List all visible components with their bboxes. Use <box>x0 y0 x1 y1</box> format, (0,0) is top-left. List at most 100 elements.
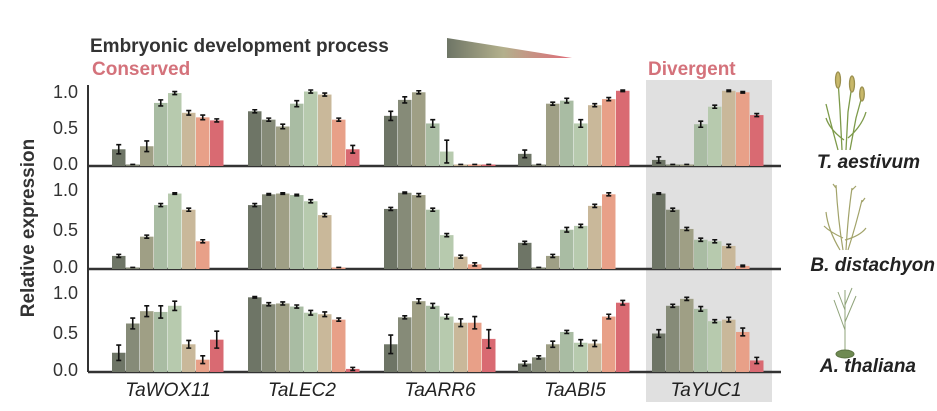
bar <box>426 209 440 269</box>
bar <box>318 94 332 166</box>
bar <box>518 242 532 269</box>
error-bar <box>350 144 356 154</box>
error-bar <box>656 191 662 196</box>
error-bar <box>280 301 286 306</box>
bar <box>482 338 496 372</box>
bar <box>412 195 426 269</box>
y-tick-label: 0.0 <box>53 154 78 174</box>
bar <box>290 306 304 372</box>
error-bar <box>592 102 598 108</box>
error-bar <box>402 314 408 320</box>
divergent-label: Divergent <box>648 59 736 80</box>
bar <box>518 363 532 372</box>
bar <box>398 99 412 166</box>
error-bar <box>592 339 598 348</box>
bar <box>694 239 708 269</box>
bar <box>196 359 210 372</box>
error-bar <box>186 339 192 349</box>
bar <box>750 360 764 372</box>
y-tick-label: 1.0 <box>53 180 78 200</box>
bar <box>210 120 224 166</box>
error-bar <box>578 338 584 347</box>
brachypodium-plant-icon <box>823 183 867 251</box>
error-bar <box>522 360 528 367</box>
error-bar <box>322 311 328 318</box>
error-bar <box>336 117 342 122</box>
bar <box>210 339 224 372</box>
bar <box>708 321 722 372</box>
error-bar <box>200 355 206 365</box>
bar <box>384 115 398 166</box>
bar <box>262 304 276 372</box>
error-bar <box>578 118 584 129</box>
error-bar <box>116 143 122 155</box>
error-bar <box>388 110 394 122</box>
error-bar <box>458 318 464 328</box>
bar <box>616 302 630 372</box>
error-bar <box>670 303 676 309</box>
bar <box>290 103 304 166</box>
error-bar <box>444 313 450 320</box>
bar <box>346 149 360 166</box>
conserved-label: Conserved <box>92 59 190 80</box>
bar <box>736 331 750 372</box>
error-bar <box>350 366 356 372</box>
bar <box>154 102 168 166</box>
error-bar <box>214 118 220 123</box>
bar <box>722 319 736 372</box>
error-bar <box>158 304 164 319</box>
bar <box>112 255 126 269</box>
bar <box>652 193 666 269</box>
error-bar <box>308 309 314 316</box>
bar <box>196 117 210 166</box>
bar <box>666 209 680 269</box>
error-bar <box>116 344 122 362</box>
error-bar <box>522 240 528 246</box>
error-bar <box>740 90 746 94</box>
bar <box>196 241 210 269</box>
error-bar <box>266 192 272 196</box>
species-label-a-thaliana: A. thaliana <box>819 356 917 377</box>
error-bar <box>430 207 436 213</box>
error-bar <box>656 328 662 339</box>
error-bar <box>266 117 272 122</box>
error-bar <box>606 191 612 197</box>
bar <box>168 93 182 166</box>
error-bar <box>754 112 760 118</box>
error-bar <box>416 89 422 95</box>
bar <box>182 344 196 372</box>
error-bar <box>294 304 300 309</box>
species-label-b-distachyon: B. distachyon <box>810 255 935 276</box>
bar <box>426 305 440 372</box>
y-tick-label: 1.0 <box>53 283 78 303</box>
bar <box>318 314 332 372</box>
error-bar <box>266 301 272 307</box>
error-bar <box>698 237 704 243</box>
bar <box>708 106 722 166</box>
error-bar <box>294 99 300 108</box>
bar <box>384 208 398 269</box>
bar <box>546 344 560 372</box>
bar <box>412 92 426 166</box>
y-tick-label: 0.0 <box>53 360 78 380</box>
bar <box>398 317 412 372</box>
bar <box>140 236 154 269</box>
gene-label-tawox11: TaWOX11 <box>125 380 211 401</box>
species-label-t-aestivum: T. aestivum <box>817 152 920 173</box>
error-bar <box>564 226 570 233</box>
error-bar <box>726 243 732 249</box>
error-bar <box>606 96 612 102</box>
bar <box>440 316 454 372</box>
bar <box>112 149 126 166</box>
bar <box>276 126 290 166</box>
error-bar <box>388 206 394 212</box>
bar <box>276 303 290 372</box>
y-tick-label: 0.5 <box>53 323 78 343</box>
error-bar <box>726 89 732 93</box>
error-bar <box>712 238 718 244</box>
bar <box>574 342 588 372</box>
error-bar <box>252 202 258 208</box>
error-bar <box>280 123 286 130</box>
error-bar <box>698 305 704 312</box>
